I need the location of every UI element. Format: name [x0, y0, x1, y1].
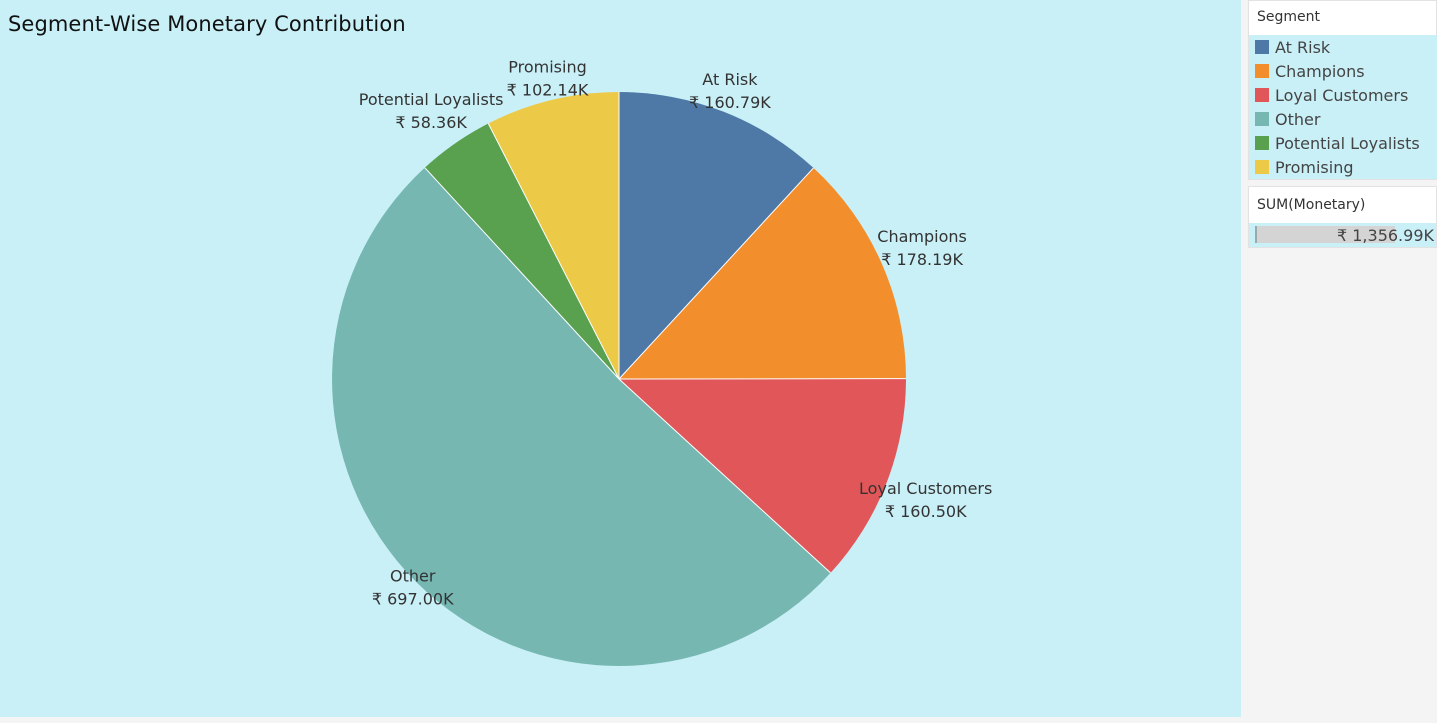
- size-legend-bar: [1255, 226, 1395, 243]
- side-panel: Segment At Risk Champions Loyal Customer…: [1244, 0, 1437, 723]
- slice-label-other: Other: [390, 567, 436, 586]
- slice-value-promising: ₹ 102.14K: [507, 81, 589, 100]
- legend-label: Champions: [1275, 61, 1365, 81]
- legend-swatch: [1255, 112, 1269, 126]
- slice-label-at-risk: At Risk: [702, 70, 758, 89]
- pie-slice-promising[interactable]: [488, 92, 619, 379]
- slice-value-other: ₹ 697.00K: [372, 590, 454, 609]
- legend-item-loyal-customers[interactable]: Loyal Customers: [1249, 83, 1437, 107]
- slice-label-loyal-customers: Loyal Customers: [859, 479, 992, 498]
- size-legend-value: ₹ 1,356.99K: [1336, 226, 1434, 245]
- legend-item-promising[interactable]: Promising: [1249, 155, 1437, 179]
- slice-separator: [618, 167, 814, 380]
- slice-separator: [618, 378, 831, 574]
- pie-slice-potential-loyalists[interactable]: [424, 123, 619, 380]
- pie-slice-champions[interactable]: [619, 167, 906, 379]
- legend-label: At Risk: [1275, 37, 1331, 57]
- size-legend: SUM(Monetary) ₹ 1,356.99K: [1248, 186, 1437, 248]
- pie-slice-loyal-customers[interactable]: [619, 378, 907, 573]
- pie-slice-other[interactable]: [332, 167, 831, 666]
- pie-chart[interactable]: At Risk ₹ 160.79K Champions ₹ 178.19K Loyal …: [0, 0, 1241, 717]
- legend-label: Potential Loyalists: [1275, 133, 1420, 153]
- slice-separator: [487, 123, 620, 380]
- chart-title: Segment-Wise Monetary Contribution: [8, 12, 406, 36]
- slice-value-potential-loyalists: ₹ 58.36K: [395, 113, 467, 132]
- legend-item-potential-loyalists[interactable]: Potential Loyalists: [1249, 131, 1437, 155]
- legend-swatch: [1255, 64, 1269, 78]
- legend-label: Other: [1275, 109, 1321, 129]
- slice-label-promising: Promising: [508, 58, 587, 77]
- slice-value-champions: ₹ 178.19K: [881, 250, 963, 269]
- size-legend-title: SUM(Monetary): [1257, 197, 1366, 213]
- legend-label: Loyal Customers: [1275, 85, 1409, 105]
- legend-title: Segment: [1257, 9, 1320, 25]
- legend-item-at-risk[interactable]: At Risk: [1249, 35, 1437, 59]
- legend-item-champions[interactable]: Champions: [1249, 59, 1437, 83]
- chart-panel: Segment-Wise Monetary Contribution At Ri…: [0, 0, 1241, 717]
- slice-label-potential-loyalists: Potential Loyalists: [359, 90, 504, 109]
- legend-item-other[interactable]: Other: [1249, 107, 1437, 131]
- slice-value-at-risk: ₹ 160.79K: [689, 93, 771, 112]
- color-legend: Segment At Risk Champions Loyal Customer…: [1248, 0, 1437, 180]
- slice-label-champions: Champions: [877, 227, 967, 246]
- legend-swatch: [1255, 160, 1269, 174]
- slice-separator: [424, 167, 620, 380]
- legend-list: At Risk Champions Loyal Customers Other …: [1249, 35, 1437, 179]
- legend-swatch: [1255, 40, 1269, 54]
- legend-swatch: [1255, 88, 1269, 102]
- slice-value-loyal-customers: ₹ 160.50K: [885, 502, 967, 521]
- pie-slice-at-risk[interactable]: [619, 92, 814, 379]
- size-legend-row[interactable]: ₹ 1,356.99K: [1249, 223, 1436, 247]
- legend-swatch: [1255, 136, 1269, 150]
- legend-label: Promising: [1275, 157, 1354, 177]
